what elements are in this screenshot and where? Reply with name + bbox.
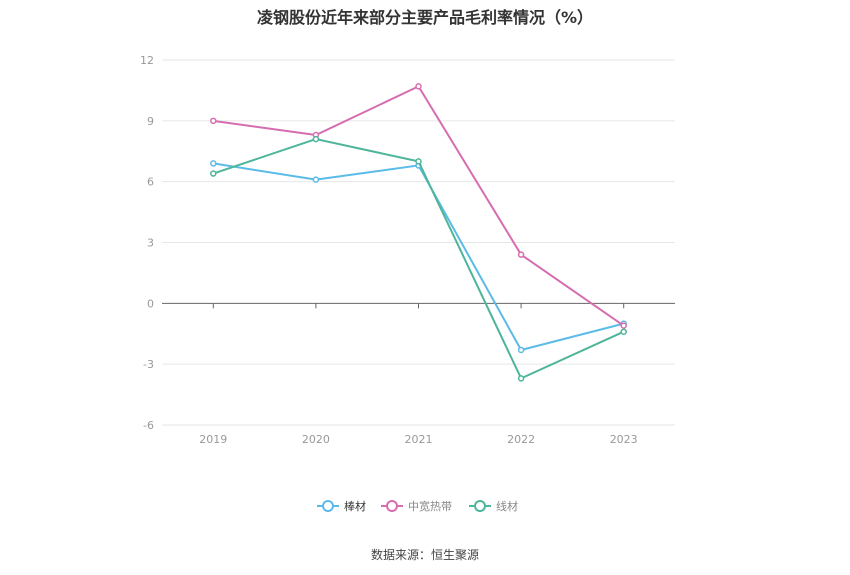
y-tick-label: 0 [147, 297, 154, 310]
legend-item[interactable]: 中宽热带 [381, 499, 452, 513]
data-point[interactable] [312, 176, 320, 183]
data-point[interactable] [517, 346, 525, 354]
legend-marker-icon [322, 500, 334, 512]
data-point[interactable] [210, 170, 217, 177]
legend-label: 线材 [496, 499, 518, 513]
series-line [213, 85, 625, 327]
legend-label: 棒材 [344, 499, 366, 513]
data-point[interactable] [312, 135, 320, 143]
legend-item[interactable]: 线材 [469, 499, 518, 513]
legend-marker-icon [386, 500, 398, 512]
data-point[interactable] [210, 117, 217, 125]
legend-item[interactable]: 棒材 [317, 499, 366, 513]
data-source-note: 数据来源：恒生聚源 [370, 548, 479, 562]
y-tick-label: -3 [143, 358, 154, 371]
y-tick-label: 3 [147, 237, 154, 250]
series-lines [210, 83, 627, 382]
x-tick-label: 2022 [507, 433, 535, 446]
series-2 [210, 135, 627, 382]
y-tick-label: 9 [147, 115, 154, 128]
series-1 [210, 83, 627, 329]
data-point[interactable] [210, 160, 217, 167]
series-line [212, 138, 625, 380]
series-line [213, 162, 624, 351]
legend-marker-icon [474, 500, 486, 512]
x-tick-label: 2023 [610, 433, 638, 446]
axes: 12 9 6 3 0 -3 -6 2019 2020 2021 2022 2023 [140, 54, 675, 446]
chart-title: 凌钢股份近年来部分主要产品毛利率情况（%） [256, 8, 594, 27]
y-tick-label: -6 [143, 419, 154, 432]
data-point[interactable] [415, 158, 422, 165]
data-point[interactable] [620, 328, 627, 335]
grid-lines [162, 59, 675, 426]
data-point[interactable] [620, 322, 627, 329]
x-tick-label: 2019 [199, 433, 227, 446]
data-point[interactable] [517, 251, 525, 258]
series-0 [210, 160, 627, 354]
y-tick-label: 12 [140, 54, 154, 67]
x-tick-label: 2021 [405, 433, 433, 446]
legend: 棒材 中宽热带 线材 [317, 499, 518, 513]
data-point[interactable] [517, 375, 525, 382]
legend-label: 中宽热带 [408, 499, 452, 513]
x-tick-label: 2020 [302, 433, 330, 446]
data-point[interactable] [415, 83, 422, 90]
y-tick-label: 6 [147, 176, 154, 189]
